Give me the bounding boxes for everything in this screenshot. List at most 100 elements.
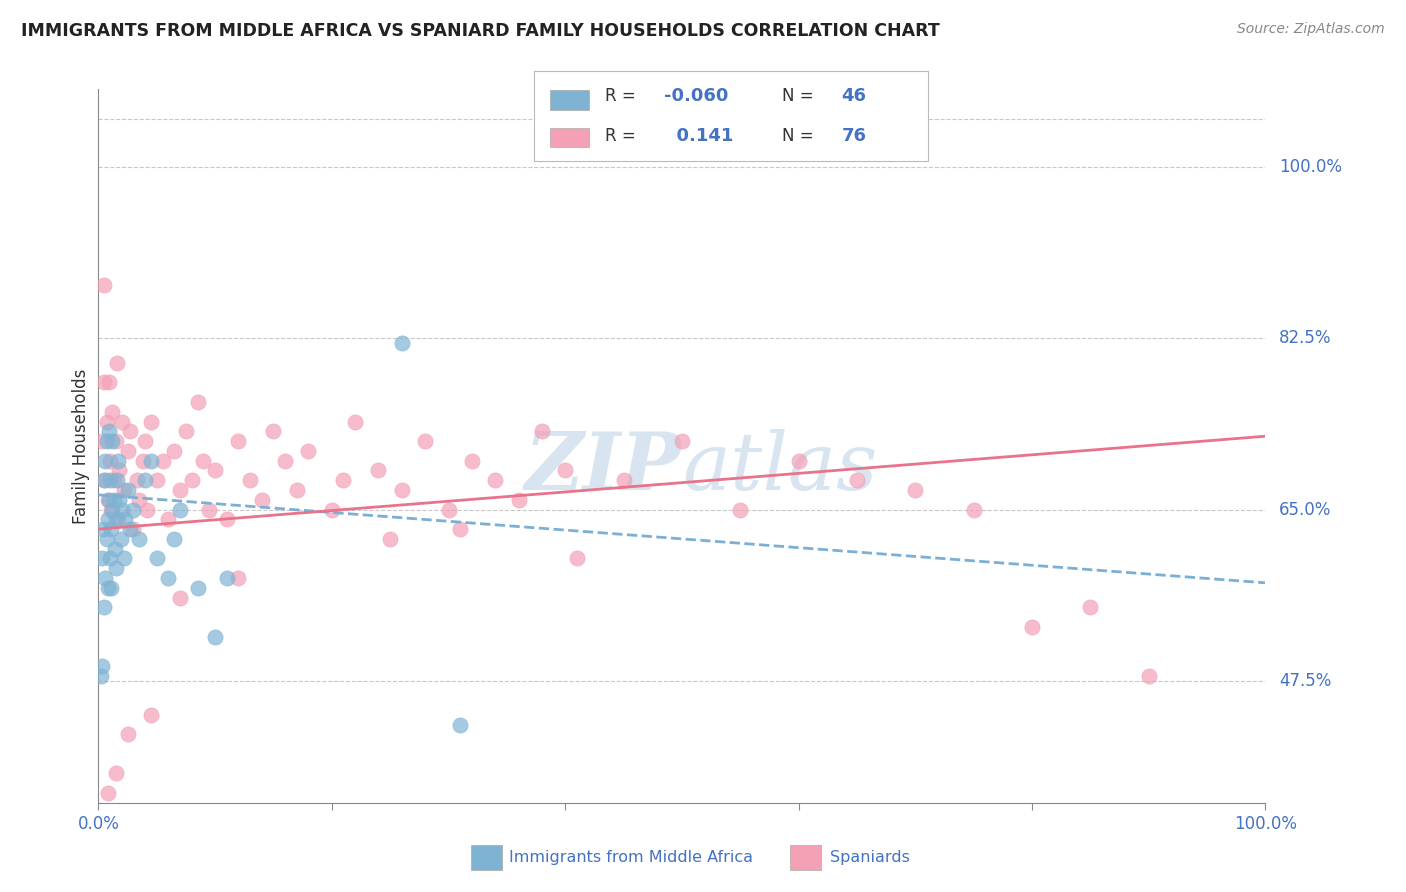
Point [344, 415, 367, 429]
Point [157, 571, 180, 585]
Point [565, 551, 588, 566]
Point [97, 376, 120, 390]
Point [391, 336, 413, 351]
Point [437, 502, 460, 516]
Point [94, 453, 117, 467]
Point [730, 502, 752, 516]
Text: IMMIGRANTS FROM MIDDLE AFRICA VS SPANIARD FAMILY HOUSEHOLDS CORRELATION CHART: IMMIGRANTS FROM MIDDLE AFRICA VS SPANIAR… [21, 22, 939, 40]
Point [108, 492, 131, 507]
Point [98, 453, 121, 467]
Point [671, 434, 693, 449]
Point [96, 434, 118, 449]
Bar [550, 128, 589, 147]
Point [96, 415, 118, 429]
Point [204, 463, 226, 477]
Text: Spaniards: Spaniards [830, 850, 910, 864]
Point [169, 502, 191, 516]
Point [484, 473, 506, 487]
Text: Immigrants from Middle Africa: Immigrants from Middle Africa [509, 850, 754, 864]
Point [228, 571, 250, 585]
Point [378, 532, 402, 546]
Point [97, 492, 120, 507]
Text: atlas: atlas [682, 429, 877, 506]
Point [332, 473, 354, 487]
Point [136, 502, 159, 516]
Point [297, 443, 319, 458]
Point [139, 707, 162, 722]
Point [103, 473, 125, 487]
Point [174, 425, 197, 439]
Point [107, 512, 129, 526]
Point [94, 571, 117, 585]
Text: 65.0%: 65.0% [1279, 500, 1331, 518]
Point [98, 551, 121, 566]
Point [449, 717, 471, 731]
Text: ZIP: ZIP [524, 429, 682, 506]
Text: 47.5%: 47.5% [1279, 672, 1331, 690]
Point [93, 376, 115, 390]
Point [187, 581, 209, 595]
Point [187, 395, 209, 409]
Point [845, 473, 868, 487]
Point [904, 483, 927, 497]
Point [91, 522, 114, 536]
Point [128, 492, 150, 507]
Text: 0.141: 0.141 [664, 127, 734, 145]
Point [117, 443, 139, 458]
Point [285, 483, 308, 497]
Point [117, 483, 139, 497]
Point [239, 473, 262, 487]
Point [100, 502, 122, 516]
Text: N =: N = [782, 87, 820, 105]
Y-axis label: Family Households: Family Households [72, 368, 90, 524]
Point [180, 473, 202, 487]
Point [367, 463, 389, 477]
Point [114, 512, 136, 526]
Text: -0.060: -0.060 [664, 87, 728, 105]
Point [98, 473, 121, 487]
Point [321, 502, 343, 516]
Point [111, 415, 134, 429]
Point [612, 473, 634, 487]
Point [413, 434, 436, 449]
Point [103, 492, 125, 507]
Point [97, 786, 120, 800]
Point [134, 473, 156, 487]
Point [146, 551, 169, 566]
Point [274, 453, 297, 467]
Point [112, 551, 135, 566]
Point [139, 453, 162, 467]
Point [94, 473, 117, 487]
Point [193, 453, 215, 467]
Point [104, 434, 127, 449]
Point [461, 453, 484, 467]
Text: 46: 46 [841, 87, 866, 105]
Point [215, 571, 238, 585]
Point [508, 492, 530, 507]
Point [104, 766, 127, 780]
Point [110, 532, 132, 546]
Point [93, 277, 115, 292]
Point [163, 532, 186, 546]
Point [122, 522, 145, 536]
Point [215, 512, 238, 526]
Point [554, 463, 576, 477]
Point [128, 532, 150, 546]
Point [97, 512, 120, 526]
Bar [550, 90, 589, 110]
Point [101, 502, 124, 516]
Point [100, 581, 122, 595]
Point [152, 453, 174, 467]
Text: 100.0%: 100.0% [1279, 159, 1343, 177]
Point [1021, 620, 1043, 634]
Point [122, 502, 145, 516]
Point [163, 443, 186, 458]
Point [157, 512, 180, 526]
Point [104, 541, 127, 556]
Point [125, 473, 148, 487]
Point [108, 463, 131, 477]
Point [112, 483, 135, 497]
Point [107, 453, 129, 467]
Point [169, 591, 191, 605]
Point [93, 473, 115, 487]
